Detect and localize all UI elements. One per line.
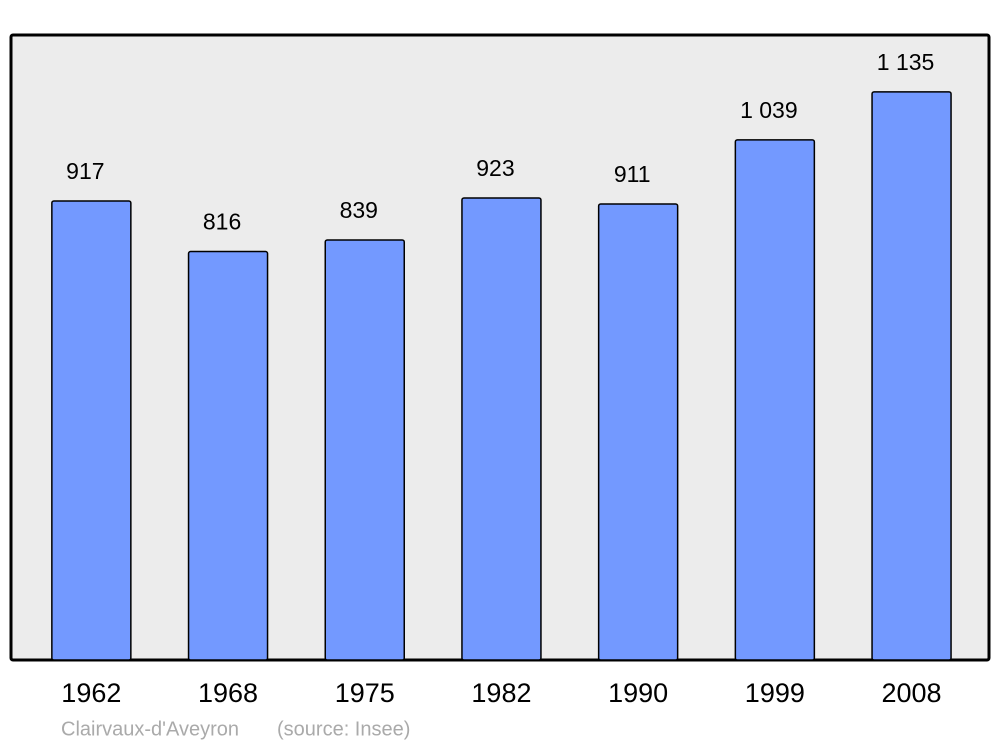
bar (51, 200, 132, 661)
value-label: 923 (476, 155, 514, 181)
bar (187, 250, 269, 661)
x-tick-label: 1962 (61, 678, 121, 708)
bar (324, 239, 405, 661)
value-label: 1 039 (740, 97, 798, 123)
x-tick-label: 1999 (745, 678, 805, 708)
x-tick-label: 1975 (335, 678, 395, 708)
value-label: 839 (340, 197, 378, 223)
bar (734, 139, 816, 661)
x-tick-label: 1982 (471, 678, 531, 708)
x-tick-label: 1990 (608, 678, 668, 708)
source-note: (source: Insee) (277, 718, 410, 740)
bar (871, 91, 952, 661)
x-tick-label: 1968 (198, 678, 258, 708)
bar (597, 203, 679, 661)
chart-title: Clairvaux-d'Aveyron (61, 718, 239, 740)
value-label: 816 (203, 209, 241, 235)
x-tick-label: 2008 (882, 678, 942, 708)
value-label: 911 (614, 161, 651, 187)
value-label: 1 135 (877, 49, 935, 75)
bar (461, 197, 542, 661)
value-label: 917 (66, 158, 104, 184)
